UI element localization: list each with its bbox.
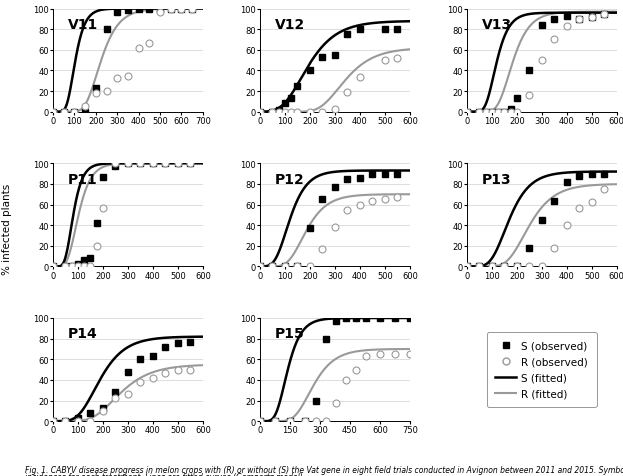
- Text: P15: P15: [275, 327, 305, 340]
- Text: Fig. 1. CABYV disease progress in melon crops with (R) or without (S) the Vat ge: Fig. 1. CABYV disease progress in melon …: [25, 465, 623, 474]
- Text: P14: P14: [68, 327, 98, 340]
- Text: P11: P11: [68, 172, 98, 186]
- Text: incidences for each treatment. Lines are fitted curves (Gompertz model).: incidences for each treatment. Lines are…: [25, 472, 305, 476]
- Text: P13: P13: [482, 172, 511, 186]
- Text: V13: V13: [482, 18, 512, 32]
- Text: V11: V11: [68, 18, 98, 32]
- Legend: S (observed), R (observed), S (fitted), R (fitted): S (observed), R (observed), S (fitted), …: [487, 332, 597, 407]
- Text: % infected plants: % infected plants: [2, 183, 12, 274]
- Text: P12: P12: [275, 172, 305, 186]
- Text: V12: V12: [275, 18, 305, 32]
